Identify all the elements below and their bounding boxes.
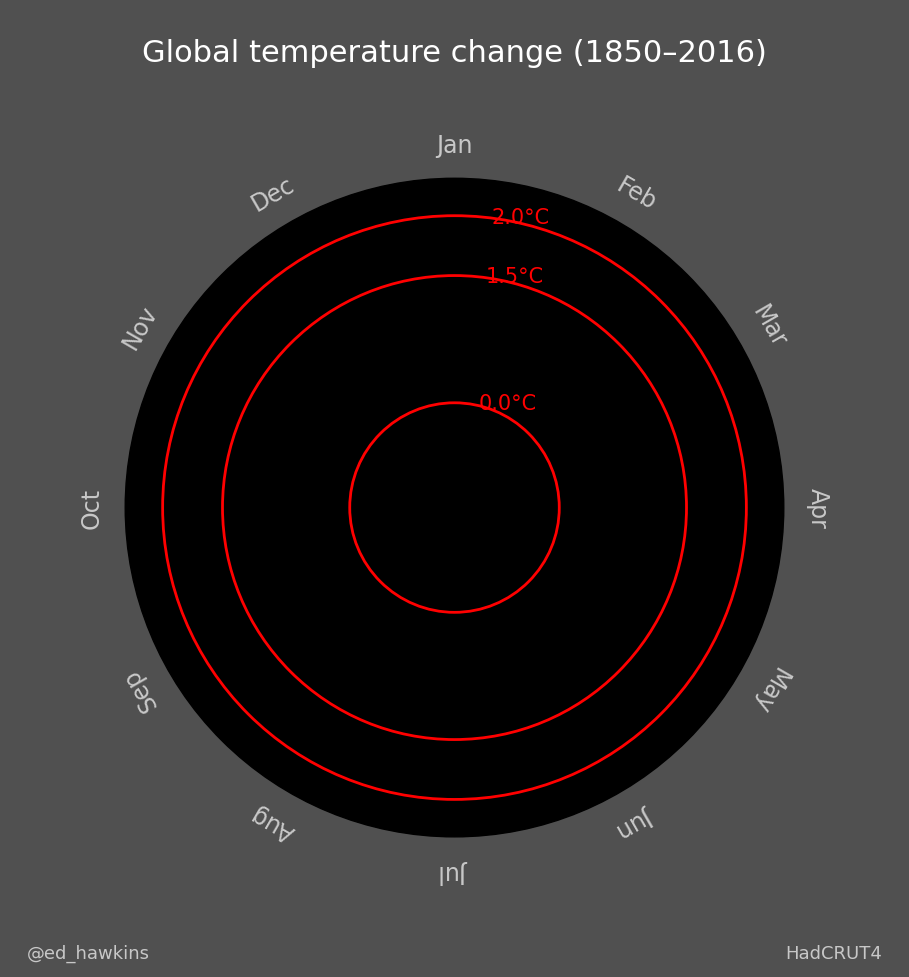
Text: Feb: Feb — [612, 173, 660, 215]
Text: Dec: Dec — [247, 172, 299, 216]
Text: 1.5°C: 1.5°C — [486, 267, 544, 287]
Text: Jun: Jun — [614, 802, 658, 842]
Text: Sep: Sep — [119, 664, 162, 714]
Text: Apr: Apr — [805, 488, 830, 529]
Text: May: May — [746, 662, 792, 716]
Text: HadCRUT4: HadCRUT4 — [784, 945, 882, 962]
Text: Mar: Mar — [747, 302, 790, 352]
Text: Oct: Oct — [79, 488, 104, 529]
Text: Aug: Aug — [247, 800, 299, 844]
Circle shape — [125, 179, 784, 837]
Text: Jan: Jan — [436, 134, 473, 157]
Text: @ed_hawkins: @ed_hawkins — [27, 944, 150, 962]
Text: Jul: Jul — [440, 859, 469, 882]
Text: 0.0°C: 0.0°C — [479, 394, 536, 414]
Text: 2.0°C: 2.0°C — [491, 207, 549, 228]
Text: Nov: Nov — [118, 301, 162, 353]
Text: Global temperature change (1850–2016): Global temperature change (1850–2016) — [142, 39, 767, 68]
